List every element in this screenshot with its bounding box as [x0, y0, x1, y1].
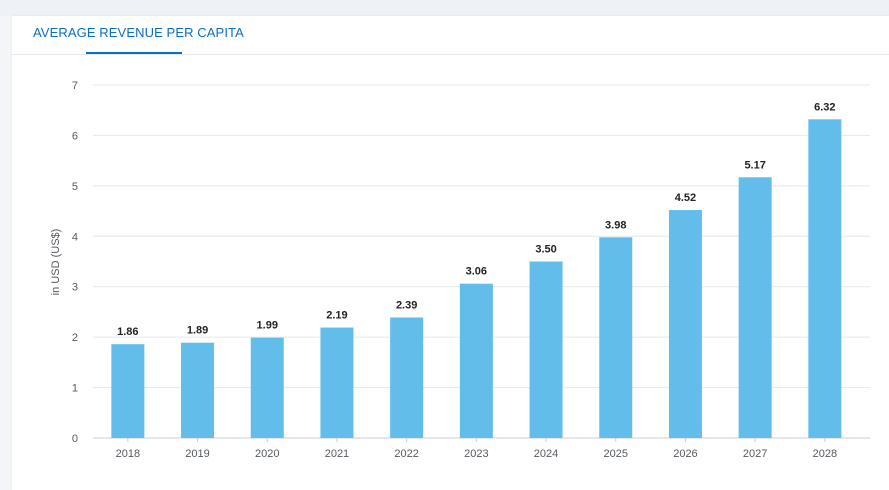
data-label-2026: 4.52 — [675, 192, 696, 204]
y-tick-label: 0 — [72, 433, 78, 445]
data-label-2019: 1.89 — [187, 325, 208, 337]
bar-2023[interactable] — [459, 283, 493, 438]
data-label-2021: 2.19 — [326, 310, 347, 322]
tab-average-revenue-per-capita[interactable]: AVERAGE REVENUE PER CAPITA — [33, 25, 244, 40]
bar-2022[interactable] — [390, 317, 424, 438]
tab-bar: AVERAGE REVENUE PER CAPITA — [12, 16, 889, 55]
y-tick-label: 3 — [72, 282, 78, 294]
y-tick-label: 5 — [72, 181, 78, 193]
data-label-2022: 2.39 — [396, 299, 417, 311]
x-tick-label-2024: 2024 — [534, 448, 558, 460]
x-tick-label-2025: 2025 — [604, 448, 628, 460]
data-label-2027: 5.17 — [744, 159, 765, 171]
data-label-2023: 3.06 — [466, 266, 487, 278]
bar-2024[interactable] — [529, 261, 563, 439]
y-tick-label: 6 — [72, 130, 78, 142]
x-tick-label-2022: 2022 — [394, 448, 418, 460]
bar-2019[interactable] — [181, 342, 215, 438]
bar-2028[interactable] — [808, 119, 842, 438]
y-tick-label: 2 — [72, 332, 78, 344]
data-label-2024: 3.50 — [535, 244, 556, 256]
x-tick-label-2021: 2021 — [325, 448, 349, 460]
y-tick-label: 7 — [72, 80, 78, 92]
x-tick-label-2027: 2027 — [743, 448, 767, 460]
bar-2027[interactable] — [738, 177, 772, 438]
y-tick-label: 4 — [72, 231, 78, 243]
data-label-2018: 1.86 — [117, 326, 138, 338]
data-label-2028: 6.32 — [814, 101, 835, 113]
bar-2021[interactable] — [320, 327, 354, 438]
bar-2020[interactable] — [250, 337, 284, 438]
x-tick-label-2020: 2020 — [255, 448, 279, 460]
top-strip — [0, 0, 889, 16]
data-label-2020: 1.99 — [257, 320, 278, 332]
y-axis-label: in USD (US$) — [50, 229, 62, 296]
x-tick-label-2026: 2026 — [673, 448, 697, 460]
bar-2025[interactable] — [599, 237, 633, 438]
x-tick-label-2018: 2018 — [116, 448, 140, 460]
y-tick-label: 1 — [72, 383, 78, 395]
bar-2018[interactable] — [111, 344, 145, 438]
bar-2026[interactable] — [668, 210, 702, 438]
x-tick-label-2023: 2023 — [464, 448, 488, 460]
x-tick-label-2019: 2019 — [185, 448, 209, 460]
x-tick-label-2028: 2028 — [813, 448, 837, 460]
active-tab-indicator — [86, 52, 182, 54]
data-label-2025: 3.98 — [605, 219, 626, 231]
